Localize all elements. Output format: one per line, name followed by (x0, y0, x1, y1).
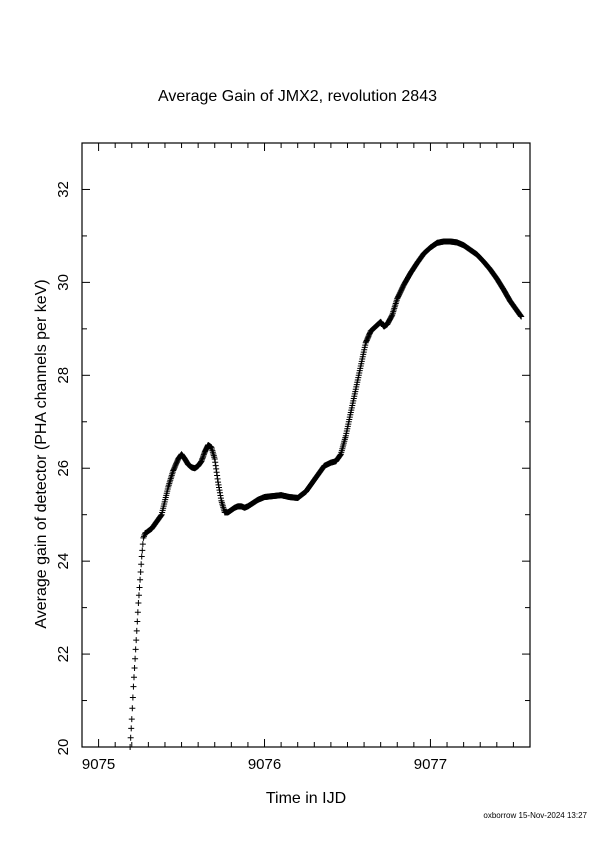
chart-title: Average Gain of JMX2, revolution 2843 (158, 88, 437, 105)
data-point (133, 627, 140, 634)
data-point (128, 716, 135, 723)
y-tick-label: 26 (55, 460, 72, 477)
y-axis-label: Average gain of detector (PHA channels p… (33, 279, 50, 629)
data-point (139, 541, 146, 548)
footer-credit: oxborrow 15-Nov-2024 13:27 (483, 811, 587, 820)
axis-tick-labels: 9075 9076 9077 20 22 24 26 28 30 32 (55, 181, 447, 773)
x-axis-label: Time in IJD (265, 790, 347, 807)
data-point (134, 609, 141, 616)
axis-ticks (81, 142, 531, 748)
y-tick-label: 32 (55, 181, 72, 198)
data-point (132, 655, 139, 662)
data-point (518, 313, 525, 320)
y-tick-label: 30 (55, 274, 72, 291)
data-point (138, 561, 145, 568)
data-point (130, 683, 137, 690)
data-point (127, 734, 134, 741)
y-tick-label: 20 (55, 739, 72, 756)
data-point (134, 618, 141, 625)
data-point (133, 637, 140, 644)
x-tick-label: 9077 (414, 756, 447, 773)
y-tick-label: 28 (55, 367, 72, 384)
x-tick-label: 9076 (248, 756, 281, 773)
plot-frame (81, 142, 531, 748)
y-tick-label: 24 (55, 553, 72, 570)
data-point (130, 674, 137, 681)
data-points (127, 238, 525, 750)
data-point (132, 646, 139, 653)
y-tick-label: 22 (55, 646, 72, 663)
data-point (138, 553, 145, 560)
data-point (139, 547, 146, 554)
data-point (135, 592, 142, 599)
x-tick-label: 9075 (82, 756, 115, 773)
data-point (131, 665, 138, 672)
data-point (129, 705, 136, 712)
data-point (129, 694, 136, 701)
data-point (137, 568, 144, 575)
data-point (137, 576, 144, 583)
data-point (128, 725, 135, 732)
data-point (127, 744, 134, 750)
data-point (136, 584, 143, 591)
data-point (135, 599, 142, 606)
